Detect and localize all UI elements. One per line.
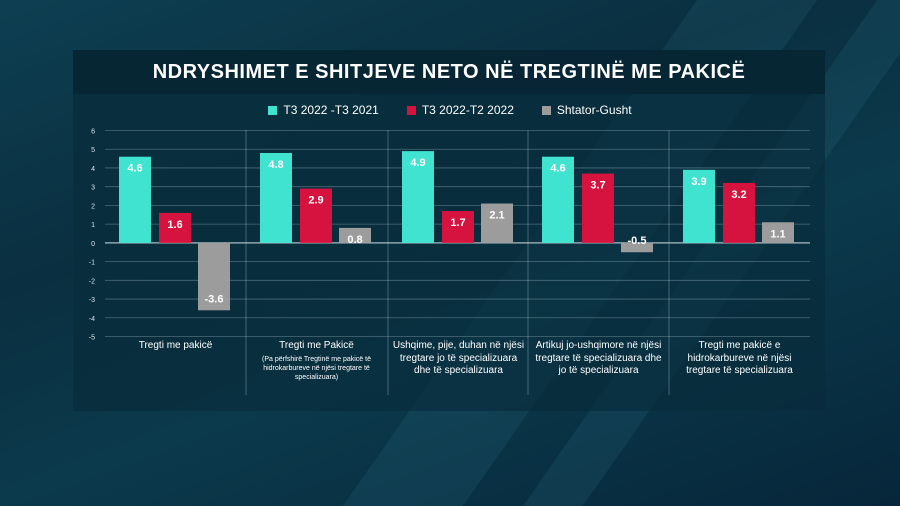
data-label: 4.8 xyxy=(268,159,283,171)
category-label-main: Ushqime, pije, duhan në njësi tregtare j… xyxy=(392,340,525,376)
y-tick-label: 6 xyxy=(91,129,95,136)
bar xyxy=(542,156,574,243)
y-tick-label: 1 xyxy=(91,222,95,229)
title-bar: NDRYSHIMET E SHITJEVE NETO NË TREGTINË M… xyxy=(73,50,825,94)
legend-label: T3 2022-T2 2022 xyxy=(421,103,514,117)
legend-label: T3 2022 -T3 2021 xyxy=(283,103,379,117)
data-label: 3.7 xyxy=(590,180,605,192)
data-label: 1.1 xyxy=(770,228,785,240)
bar xyxy=(300,188,332,243)
category-label-main: Artikuj jo-ushqimore në njësi tregtare t… xyxy=(535,340,662,376)
data-label: 3.9 xyxy=(691,176,706,188)
y-tick-label: 2 xyxy=(91,203,95,210)
data-label: 2.9 xyxy=(308,195,323,207)
bar xyxy=(159,212,191,243)
category-label-sub: (Pa përfshirë Tregtinë me pakicë të hidr… xyxy=(262,355,371,381)
bar xyxy=(621,242,653,253)
data-label: 3.2 xyxy=(731,189,746,201)
bar xyxy=(442,211,474,243)
y-tick-label: -2 xyxy=(89,278,95,285)
data-label: 1.6 xyxy=(167,219,182,231)
legend-swatch-series-1 xyxy=(268,105,278,115)
data-label: 0.8 xyxy=(347,234,362,246)
data-label: 2.1 xyxy=(489,210,504,222)
y-tick-label: 0 xyxy=(91,241,95,248)
category-label: Tregti me pakicë xyxy=(109,340,242,353)
y-tick-label: 5 xyxy=(91,147,95,154)
legend-label: Shtator-Gusht xyxy=(556,103,632,117)
category-label: Artikuj jo-ushqimore në njësi tregtare t… xyxy=(532,340,665,378)
legend-item: T3 2022-T2 2022 xyxy=(406,103,514,117)
bar xyxy=(119,156,151,243)
legend-item: T3 2022 -T3 2021 xyxy=(268,103,379,117)
data-label: 4.9 xyxy=(410,157,425,169)
data-label: 4.6 xyxy=(550,163,565,175)
bar xyxy=(339,227,371,243)
bar xyxy=(260,152,292,243)
bar xyxy=(762,222,794,243)
bar xyxy=(582,173,614,243)
data-label: 4.6 xyxy=(127,163,142,175)
category-label: Tregti me pakicë e hidrokarbureve në një… xyxy=(673,340,806,378)
legend-swatch-series-3 xyxy=(541,105,551,115)
category-label-main: Tregti me Pakicë xyxy=(279,340,354,351)
bar xyxy=(198,242,230,311)
y-tick-label: -4 xyxy=(89,316,95,323)
data-label: -3.6 xyxy=(205,293,224,305)
bar xyxy=(402,151,434,243)
category-label-main: Tregti me pakicë e hidrokarbureve në një… xyxy=(686,340,793,376)
data-label: -0.5 xyxy=(628,235,647,247)
bar xyxy=(723,182,755,243)
y-tick-label: 4 xyxy=(91,166,95,173)
category-label-main: Tregti me pakicë xyxy=(138,340,213,351)
legend-swatch-series-2 xyxy=(406,105,416,115)
category-label: Tregti me Pakicë (Pa përfshirë Tregtinë m… xyxy=(250,340,383,382)
category-label: Ushqime, pije, duhan në njësi tregtare j… xyxy=(392,340,525,378)
y-tick-label: 3 xyxy=(91,185,95,192)
bar xyxy=(481,203,513,243)
y-tick-label: -5 xyxy=(89,335,95,342)
bar xyxy=(683,169,715,243)
chart-title: NDRYSHIMET E SHITJEVE NETO NË TREGTINË M… xyxy=(152,60,746,83)
y-tick-label: -3 xyxy=(89,297,95,304)
data-label: 1.7 xyxy=(450,217,465,229)
y-tick-label: -1 xyxy=(89,260,95,267)
legend: T3 2022 -T3 2021 T3 2022-T2 2022 Shtator… xyxy=(0,103,900,117)
legend-item: Shtator-Gusht xyxy=(541,103,632,117)
